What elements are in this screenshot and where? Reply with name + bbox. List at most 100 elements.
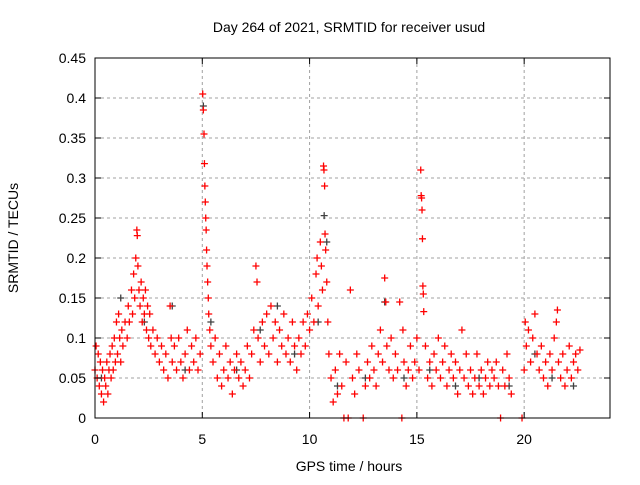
data-point-primary [329,398,337,406]
data-point-primary [331,366,339,374]
data-point-primary [522,342,530,350]
data-point-primary [576,346,584,354]
data-point-primary [570,358,578,366]
data-point-primary [572,350,580,358]
data-point-primary [473,350,481,358]
data-point-primary [116,334,124,342]
chart-title: Day 264 of 2021, SRMTID for receiver usu… [213,19,485,35]
data-point-primary [256,358,264,366]
data-point-primary [271,318,279,326]
data-point-primary [366,374,374,382]
data-point-primary [220,366,228,374]
data-point-primary [447,350,455,358]
data-point-primary [454,390,462,398]
data-point-primary [94,350,102,358]
data-point-primary [267,302,275,310]
data-point-primary [202,226,210,234]
data-point-primary [117,358,125,366]
data-point-primary [204,278,212,286]
data-point-primary [143,326,150,334]
data-point-primary [464,382,472,390]
data-point-secondary [320,212,328,220]
data-point-primary [99,366,107,374]
data-point-primary [96,358,104,366]
data-point-primary [563,366,571,374]
data-point-primary [137,278,145,286]
data-point-primary [351,390,359,398]
data-point-primary [361,382,369,390]
data-point-primary [146,310,154,318]
data-point-primary [301,342,309,350]
data-point-primary [246,374,253,382]
data-point-primary [314,302,322,310]
data-point-primary [417,166,425,174]
data-point-primary [100,398,108,406]
data-point-secondary [452,382,459,390]
plot-border [94,57,611,419]
data-point-primary [104,390,112,398]
data-point-primary [243,342,251,350]
data-point-primary [475,382,483,390]
data-point-primary [151,350,159,358]
data-point-primary [228,390,236,398]
data-point-primary [325,350,333,358]
data-point-primary [452,358,459,366]
data-point-primary [102,382,110,390]
data-point-primary [503,350,511,358]
data-point-primary [430,350,438,358]
y-tick-label: 0 [78,410,86,426]
data-point-primary [284,334,292,342]
data-point-primary [177,358,185,366]
data-point-primary [190,358,198,366]
data-point-primary [460,374,468,382]
data-point-primary [379,358,387,366]
data-point-primary [299,318,307,326]
data-point-primary [400,358,408,366]
data-point-primary [293,366,301,374]
data-point-primary [567,374,575,382]
data-point-primary [321,182,329,190]
data-point-primary [434,334,442,342]
data-point-primary [383,342,391,350]
data-point-primary [258,318,266,326]
data-point-primary [239,382,247,390]
data-point-primary [561,382,569,390]
data-point-primary [188,342,196,350]
data-point-primary [92,342,100,350]
data-point-secondary [426,366,434,374]
data-point-primary [269,334,277,342]
data-point-primary [346,286,354,294]
data-point-secondary [117,294,125,302]
data-point-primary [203,262,211,270]
y-tick-label: 0.25 [59,210,86,226]
data-point-primary [278,342,286,350]
data-point-primary [553,306,561,314]
data-point-primary [555,358,562,366]
data-point-primary [415,366,423,374]
data-point-secondary [291,350,299,358]
data-point-primary [282,350,290,358]
data-point-primary [372,382,380,390]
data-point-primary [226,358,234,366]
data-point-primary [539,374,547,382]
data-point-primary [436,374,444,382]
data-point-primary [109,366,117,374]
data-point-primary [364,358,372,366]
data-point-primary [439,358,447,366]
x-axis-label: GPS time / hours [296,458,403,474]
data-point-primary [168,358,176,366]
data-point-primary [196,350,204,358]
data-point-primary [200,160,208,168]
data-point-primary [136,302,144,310]
data-points [91,90,584,422]
data-point-primary [535,366,543,374]
data-point-primary [149,326,157,334]
data-point-primary [333,390,341,398]
data-point-primary [374,350,382,358]
data-point-primary [276,326,284,334]
data-point-primary [445,366,453,374]
data-point-primary [206,326,214,334]
data-point-primary [428,382,436,390]
data-point-primary [115,310,123,318]
data-point-primary [101,374,109,382]
